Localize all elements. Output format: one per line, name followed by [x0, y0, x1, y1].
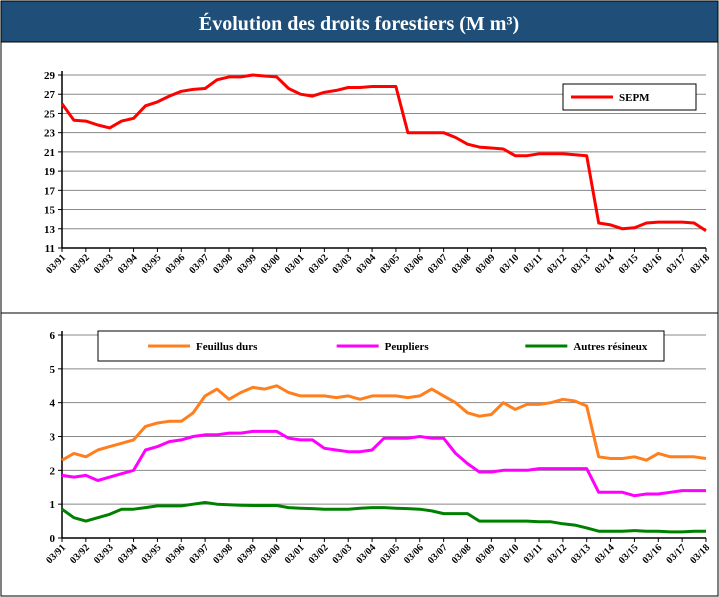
y-tick-label: 6	[50, 330, 56, 342]
line-series	[61, 501, 706, 534]
legend-label: Feuillus durs	[196, 341, 258, 353]
y-tick-label: 2	[50, 465, 56, 477]
y-tick-label: 23	[44, 128, 56, 140]
y-tick-label: 27	[44, 89, 56, 101]
legend-label: Peupliers	[385, 341, 430, 353]
y-tick-label: 29	[44, 70, 56, 82]
line-series	[61, 384, 707, 462]
legend-label: Autres résineux	[573, 341, 648, 353]
y-tick-label: 0	[50, 533, 56, 545]
line-series	[60, 73, 707, 232]
y-tick-label: 21	[44, 147, 55, 159]
y-tick-label: 5	[50, 364, 56, 376]
y-tick-label: 25	[44, 108, 56, 120]
legend-box	[97, 330, 665, 362]
y-tick-label: 19	[44, 166, 56, 178]
y-tick-label: 17	[44, 185, 56, 197]
y-tick-label: 11	[45, 243, 55, 255]
y-tick-label: 15	[44, 205, 56, 217]
y-tick-label: 13	[44, 224, 56, 236]
y-tick-label: 1	[50, 499, 56, 511]
legend-box	[562, 83, 697, 111]
y-tick-label: 3	[50, 432, 56, 444]
title-bar	[0, 0, 719, 43]
legend-label: SEPM	[619, 92, 650, 104]
line-series	[61, 429, 706, 498]
y-tick-label: 4	[50, 398, 56, 410]
page-title: Évolution des droits forestiers (M m³)	[199, 12, 519, 35]
